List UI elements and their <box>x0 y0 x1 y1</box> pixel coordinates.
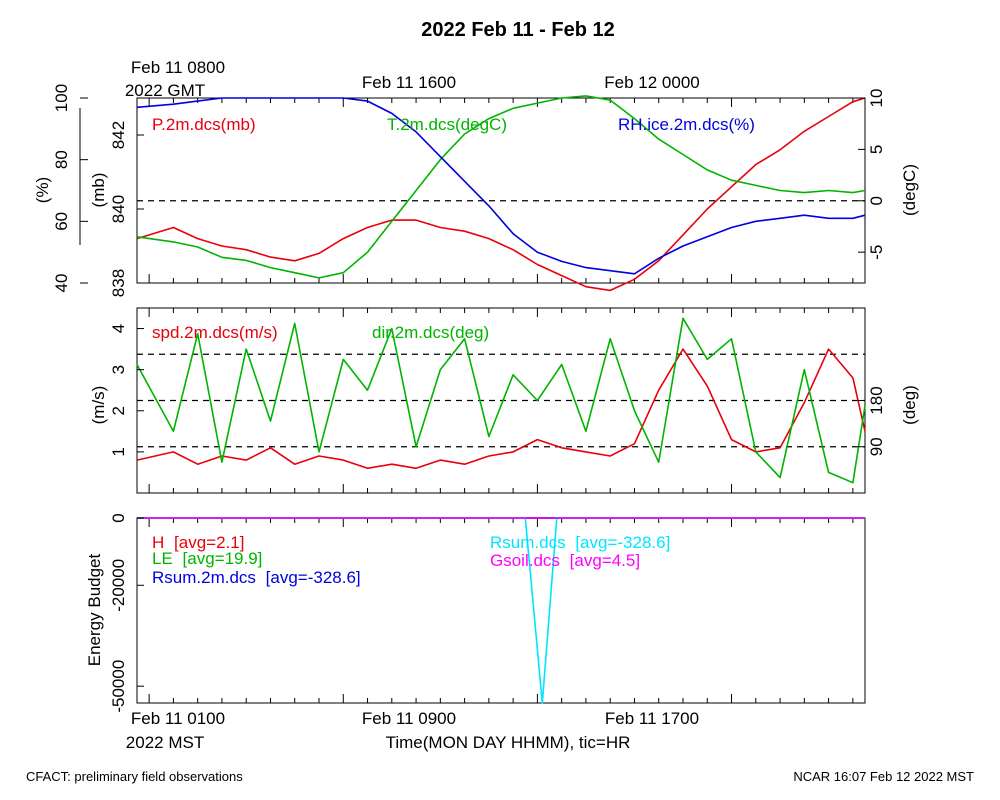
state-axis-label-right: (degC) <box>900 164 919 216</box>
y-tick-label: 5 <box>867 145 886 154</box>
legend-gsoil: Gsoil.dcs [avg=4.5] <box>490 551 640 570</box>
y-tick-label: 1 <box>109 447 128 456</box>
y-tick-label: 80 <box>52 150 71 169</box>
wind-series <box>136 317 866 484</box>
energy-panel: 0-20000-50000 Energy Budget H [avg=2.1] … <box>85 513 866 713</box>
legend-h: H [avg=2.1] <box>152 533 244 552</box>
legend-rsum2m-name: Rsum.2m.dcs <box>152 568 256 587</box>
legend-h-avg: [avg=2.1] <box>174 533 244 552</box>
legend-rsum-avg: [avg=-328.6] <box>575 533 670 552</box>
footer-left: CFACT: preliminary field observations <box>26 769 243 784</box>
legend-h-name: H <box>152 533 164 552</box>
y-tick-label: 4 <box>109 324 128 333</box>
y-tick-label: 0 <box>109 513 128 522</box>
legend-le-name: LE <box>152 549 173 568</box>
wind-axis-label-right: (deg) <box>900 385 919 425</box>
y-tick-label: -20000 <box>109 559 128 612</box>
y-tick-label: -50000 <box>109 660 128 713</box>
y-tick-label: 10 <box>867 89 886 108</box>
legend-rsum2m-avg: [avg=-328.6] <box>266 568 361 587</box>
top-time-label-1: Feb 11 1600 <box>362 73 456 92</box>
legend-spd: spd.2m.dcs(m/s) <box>152 323 278 342</box>
bottom-time-label-1: Feb 11 0900 <box>362 709 456 728</box>
y-tick-label: 0 <box>867 196 886 205</box>
wind-axis-label-left: (m/s) <box>89 386 108 425</box>
legend-p: P.2m.dcs(mb) <box>152 115 256 134</box>
y-tick-label: 842 <box>109 121 128 149</box>
y-tick-label: 3 <box>109 365 128 374</box>
series-line-rh-ice-2m-dcs- <box>136 97 866 275</box>
series-line-t-2m-dcs-degc- <box>136 95 866 279</box>
y-tick-label: 40 <box>52 274 71 293</box>
footer-right: NCAR 16:07 Feb 12 2022 MST <box>793 769 974 784</box>
bottom-time-label-0-line2: 2022 MST <box>126 733 204 752</box>
energy-y-ticks: 0 -20000 -50000 <box>109 513 144 713</box>
chart-title: 2022 Feb 11 - Feb 12 <box>421 19 614 41</box>
top-time-label-0-line2: 2022 GMT <box>125 81 205 100</box>
y-tick-label: 60 <box>52 212 71 231</box>
legend-t: T.2m.dcs(degC) <box>387 115 507 134</box>
state-axis-label-left-inner: (mb) <box>89 173 108 208</box>
state-y-ticks: 838 840 842 40 60 80 100 -5 0 5 10 <box>52 84 886 297</box>
y-tick-label: 100 <box>52 84 71 112</box>
legend-rh: RH.ice.2m.dcs(%) <box>618 115 755 134</box>
y-tick-label: 840 <box>109 195 128 223</box>
legend-rsum-name: Rsum.dcs <box>490 533 566 552</box>
y-tick-label: 180 <box>867 386 886 414</box>
wind-panel-x-ticks <box>148 308 854 493</box>
state-axis-label-left-outer: (%) <box>33 177 52 203</box>
bottom-time-label-0: Feb 11 0100 <box>131 709 225 728</box>
state-panel: 838 840 842 40 60 80 100 -5 0 5 10 (%) (mb) (degC)… <box>33 84 919 297</box>
y-tick-label: 838 <box>109 269 128 297</box>
legend-dir: dir.2m.dcs(deg) <box>372 323 489 342</box>
wind-y-ticks: 1 2 3 4 90 180 <box>109 324 886 457</box>
legend-rsum: Rsum.dcs [avg=-328.6] <box>490 533 670 552</box>
y-tick-label: -5 <box>867 245 886 260</box>
top-time-label-0: Feb 11 0800 <box>131 58 225 77</box>
bottom-time-label-2: Feb 11 1700 <box>605 709 699 728</box>
wind-reference-lines <box>137 353 865 448</box>
legend-gsoil-avg: [avg=4.5] <box>570 551 640 570</box>
state-series <box>136 95 866 292</box>
energy-series <box>137 517 865 704</box>
legend-gsoil-name: Gsoil.dcs <box>490 551 560 570</box>
series-line-dir-2m-dcs-deg- <box>136 317 866 484</box>
top-time-label-2: Feb 12 0000 <box>604 73 699 92</box>
x-axis-title: Time(MON DAY HHMM), tic=HR <box>386 733 631 752</box>
energy-panel-x-ticks <box>148 518 854 703</box>
wind-panel: 1 2 3 4 90 180 (m/s) (deg) spd.2m.dcs(m/s) di… <box>89 307 919 494</box>
y-tick-label: 90 <box>867 437 886 456</box>
series-line-p-2m-dcs-mb- <box>136 97 866 292</box>
legend-rsum2m: Rsum.2m.dcs [avg=-328.6] <box>152 568 361 587</box>
legend-le: LE [avg=19.9] <box>152 549 262 568</box>
energy-axis-label: Energy Budget <box>85 553 104 666</box>
y-tick-label: 2 <box>109 406 128 415</box>
legend-le-avg: [avg=19.9] <box>183 549 263 568</box>
